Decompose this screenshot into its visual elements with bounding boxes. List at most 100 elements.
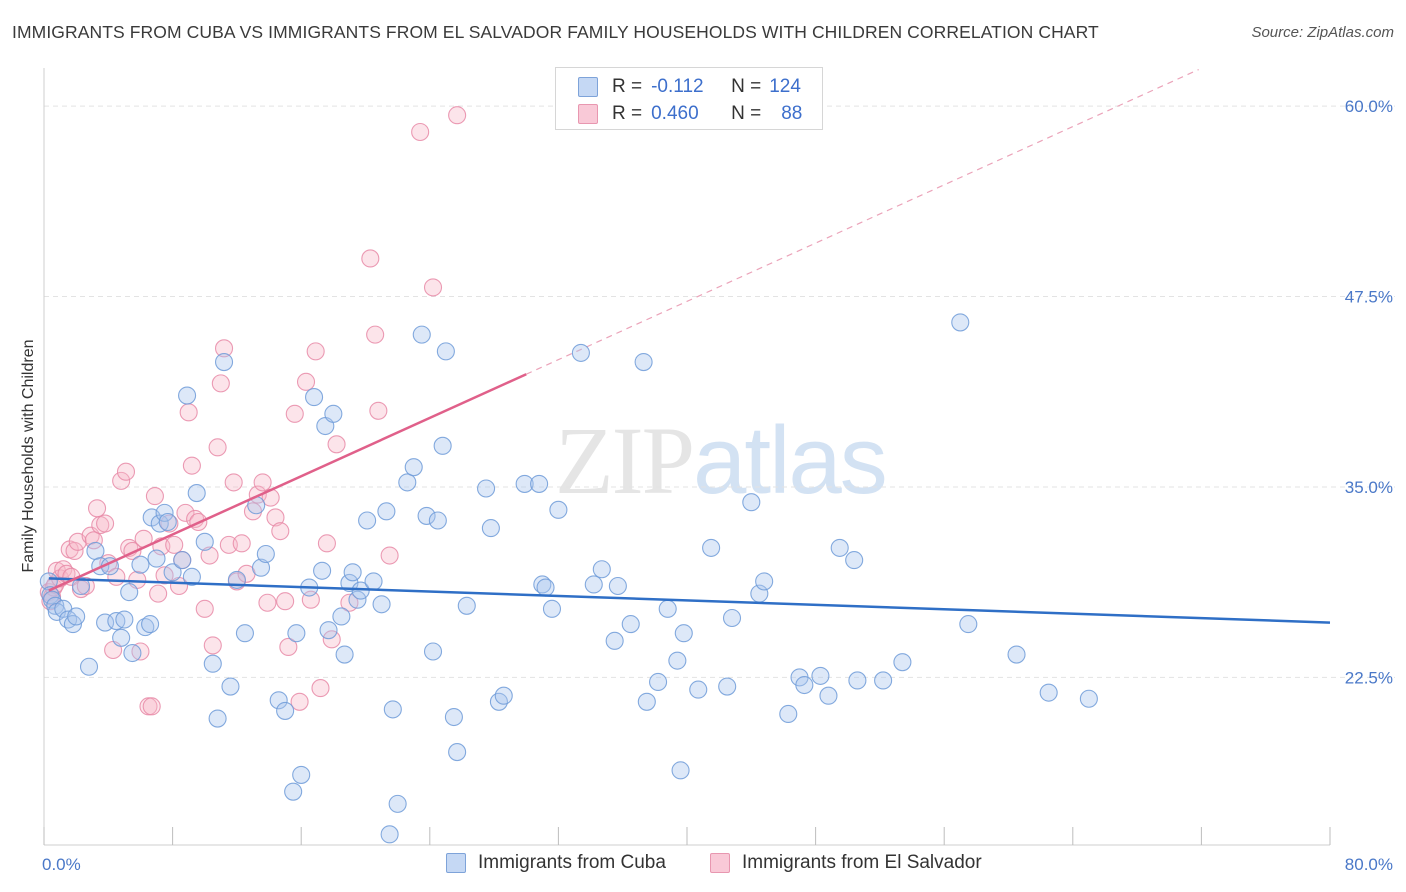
- el-salvador-point: [179, 403, 198, 422]
- cuba-point: [494, 686, 513, 705]
- bottom-legend-el-salvador-label: Immigrants from El Salvador: [742, 852, 982, 873]
- cuba-point: [423, 642, 443, 661]
- el-salvador-point: [112, 471, 131, 490]
- axes: [43, 68, 1331, 846]
- tick-labels: 22.5% 35.0% 47.5% 60.0% 0.0% 80.0%: [42, 97, 1393, 874]
- cuba-point: [221, 677, 240, 696]
- source-label: Source: ZipAtlas.com: [1251, 24, 1394, 41]
- bottom-legend-el-salvador: Immigrants from El Salvador: [710, 852, 982, 874]
- cuba-point: [276, 701, 295, 720]
- cuba-point: [412, 325, 431, 344]
- cuba-point: [404, 458, 423, 477]
- cuba-point: [383, 700, 402, 719]
- cuba-point: [549, 500, 568, 519]
- cuba-point: [208, 709, 227, 728]
- cuba-point: [448, 743, 467, 762]
- cuba-point: [637, 692, 656, 711]
- y-tick-label: 35.0%: [1345, 478, 1393, 497]
- el-salvador-point: [195, 599, 214, 618]
- el-salvador-point: [145, 487, 164, 506]
- cuba-point: [284, 782, 303, 801]
- el-salvador-point: [258, 593, 277, 612]
- cuba-point: [621, 615, 640, 634]
- legend-r-value: 0.460: [651, 103, 699, 124]
- el-salvador-point: [253, 473, 272, 492]
- cuba-point: [722, 608, 742, 628]
- cuba-point: [608, 576, 627, 596]
- cuba-point: [671, 761, 690, 780]
- el-salvador-point: [423, 278, 443, 297]
- cuba-point: [951, 313, 970, 332]
- chart-title: IMMIGRANTS FROM CUBA VS IMMIGRANTS FROM …: [12, 22, 1099, 42]
- el-salvador-point: [369, 401, 388, 420]
- cuba-point: [658, 599, 677, 618]
- cuba-point: [542, 599, 562, 618]
- cuba-point: [489, 692, 508, 711]
- el-salvador-point: [224, 473, 243, 492]
- el-salvador-point: [203, 636, 222, 655]
- watermark-zip: ZIP: [555, 407, 695, 514]
- cuba-point: [481, 519, 500, 538]
- cuba-points: [39, 313, 1098, 844]
- cuba-point: [584, 575, 603, 594]
- cuba-point: [335, 645, 354, 664]
- el-salvador-trend-line: [48, 373, 527, 592]
- gridlines: [44, 105, 1395, 678]
- cuba-point: [269, 691, 288, 710]
- cuba-point: [1039, 683, 1058, 702]
- cuba-point: [634, 352, 653, 372]
- el-salvador-point: [76, 576, 95, 596]
- legend-row-el-salvador: R = 0.460 N = 88: [578, 101, 802, 127]
- cuba-point: [819, 686, 838, 705]
- cuba-point: [533, 575, 552, 594]
- cuba-point: [319, 621, 338, 640]
- el-salvador-point: [87, 499, 107, 518]
- x-tick-label: 80.0%: [1345, 855, 1393, 874]
- cuba-point: [123, 643, 142, 663]
- cuba-point: [811, 666, 830, 685]
- el-salvador-trend-extension: [526, 68, 1199, 375]
- el-salvador-point: [182, 456, 201, 475]
- cuba-point: [436, 342, 455, 361]
- cuba-point: [398, 473, 417, 492]
- cuba-point: [141, 615, 160, 634]
- cuba-point: [364, 572, 383, 591]
- cuba-point: [71, 576, 91, 596]
- cuba-point: [112, 628, 131, 647]
- cuba-point: [178, 386, 197, 405]
- legend-r-value: -0.112: [651, 76, 704, 97]
- cuba-point: [195, 532, 214, 551]
- el-salvador-point: [142, 697, 161, 716]
- cuba-point: [182, 567, 201, 586]
- cuba-point: [332, 607, 351, 626]
- el-salvador-point: [96, 514, 115, 533]
- y-axis-label: Family Households with Children: [20, 340, 37, 573]
- cuba-point: [120, 583, 139, 602]
- el-salvador-trend-dashed: [526, 68, 1199, 375]
- cuba-point: [136, 618, 155, 637]
- el-salvador-point: [317, 534, 336, 553]
- cuba-point: [214, 352, 234, 372]
- el-salvador-point: [327, 435, 346, 454]
- trend-lines: [48, 373, 1331, 624]
- el-salvador-point: [311, 679, 330, 698]
- watermark: ZIPatlas: [555, 405, 888, 516]
- cuba-point: [358, 511, 377, 530]
- el-salvador-point: [361, 249, 380, 268]
- cuba-point: [592, 560, 611, 579]
- cuba-trend-line: [48, 577, 1331, 624]
- el-salvador-point: [214, 339, 234, 358]
- cuba-point: [343, 563, 362, 582]
- cuba-point: [718, 677, 737, 696]
- cuba-point: [187, 484, 206, 503]
- legend-n-value: 88: [781, 103, 803, 124]
- el-salvador-point: [290, 692, 309, 711]
- cuba-point: [163, 563, 182, 582]
- cuba-point: [147, 549, 166, 568]
- y-tick-label: 22.5%: [1345, 668, 1393, 687]
- cuba-point: [292, 765, 311, 784]
- el-salvador-point: [271, 522, 290, 541]
- legend-n-label: N =: [731, 103, 762, 124]
- cuba-point: [377, 502, 396, 521]
